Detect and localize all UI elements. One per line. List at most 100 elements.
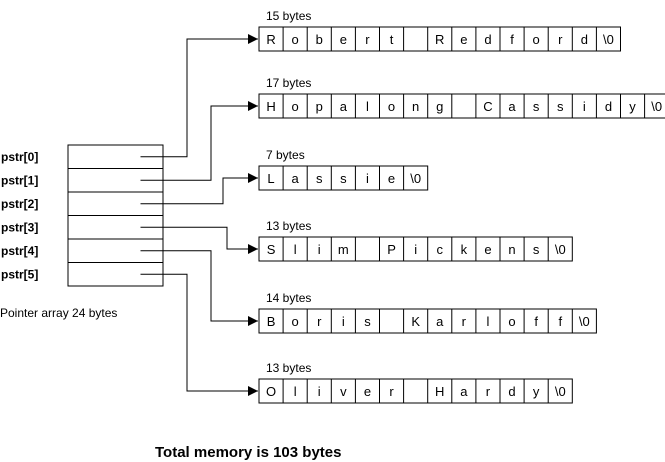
string-char-cell: R — [266, 32, 275, 47]
string-char-cell: d — [484, 32, 491, 47]
string-char-cell: s — [364, 314, 371, 329]
string-char-cell: i — [318, 242, 321, 257]
string-char-cell: e — [340, 32, 347, 47]
string-char-cell: a — [340, 99, 348, 114]
string-char-cell: f — [534, 314, 538, 329]
string-char-cell: a — [436, 314, 444, 329]
string-char-cell: H — [435, 384, 444, 399]
string-char-cell: o — [388, 99, 395, 114]
string-char-cell: e — [484, 242, 491, 257]
string-char-cell: p — [316, 99, 323, 114]
string-char-cell: c — [437, 242, 444, 257]
pointer-label: pstr[3] — [1, 221, 38, 235]
string-char-cell: s — [533, 242, 540, 257]
string-char-cell: H — [266, 99, 275, 114]
string-char-cell: g — [436, 99, 443, 114]
string-char-cell: R — [435, 32, 444, 47]
string-char-cell: O — [266, 384, 276, 399]
string-char-cell: K — [411, 314, 420, 329]
string-char-cell: m — [338, 242, 349, 257]
string-char-cell: \0 — [555, 242, 566, 257]
string-char-cell: i — [366, 171, 369, 186]
string-char-cell: k — [461, 242, 468, 257]
string-size-label: 17 bytes — [266, 76, 311, 90]
string-box — [258, 93, 665, 119]
pointer-arrow — [140, 34, 258, 158]
string-char-cell: a — [292, 171, 300, 186]
string-char-cell: r — [462, 314, 467, 329]
pointer-arrow — [140, 173, 258, 205]
pointer-arrow — [140, 226, 258, 254]
string-char-cell: r — [389, 384, 394, 399]
pointer-label: pstr[0] — [1, 150, 38, 164]
string-char-cell: e — [460, 32, 467, 47]
string-box — [258, 26, 621, 52]
pointer-label: pstr[1] — [1, 174, 38, 188]
string-char-cell: B — [267, 314, 276, 329]
string-char-cell: S — [267, 242, 276, 257]
string-char-cell: e — [388, 171, 395, 186]
string-size-label: 7 bytes — [266, 148, 305, 162]
string-char-cell: n — [508, 242, 515, 257]
string-char-cell: y — [533, 384, 540, 399]
string-char-cell: o — [533, 32, 540, 47]
string-char-cell: s — [340, 171, 347, 186]
string-char-cell: i — [583, 99, 586, 114]
string-char-cell: b — [316, 32, 323, 47]
string-char-cell: d — [508, 384, 515, 399]
string-char-cell: \0 — [651, 99, 662, 114]
string-char-cell: o — [292, 32, 299, 47]
pointer-arrow — [140, 101, 258, 181]
string-char-cell: f — [558, 314, 562, 329]
string-char-cell: o — [292, 314, 299, 329]
string-char-cell: r — [365, 32, 370, 47]
pointer-label: pstr[4] — [1, 244, 38, 258]
string-char-cell: s — [316, 171, 323, 186]
string-char-cell: y — [629, 99, 636, 114]
string-char-cell: i — [342, 314, 345, 329]
string-box — [258, 165, 429, 191]
string-char-cell: s — [533, 99, 540, 114]
string-char-cell: r — [558, 32, 563, 47]
string-char-cell: a — [460, 384, 468, 399]
string-char-cell: t — [390, 32, 394, 47]
string-char-cell: l — [487, 314, 490, 329]
string-char-cell: C — [483, 99, 492, 114]
string-char-cell: f — [510, 32, 514, 47]
string-char-cell: \0 — [410, 171, 421, 186]
pointer-label: pstr[5] — [1, 268, 38, 282]
pointer-array-caption: Pointer array 24 bytes — [0, 306, 117, 320]
string-char-cell: \0 — [555, 384, 566, 399]
string-char-cell: l — [294, 242, 297, 257]
string-char-cell: \0 — [579, 314, 590, 329]
string-size-label: 13 bytes — [266, 361, 311, 375]
string-size-label: 13 bytes — [266, 219, 311, 233]
string-char-cell: \0 — [603, 32, 614, 47]
string-char-cell: i — [318, 384, 321, 399]
string-char-cell: v — [340, 384, 347, 399]
pointer-arrow — [140, 273, 258, 396]
string-char-cell: s — [557, 99, 564, 114]
string-char-cell: P — [387, 242, 396, 257]
string-char-cell: r — [486, 384, 491, 399]
string-char-cell: n — [412, 99, 419, 114]
string-char-cell: l — [294, 384, 297, 399]
string-char-cell: l — [366, 99, 369, 114]
string-box — [258, 378, 573, 404]
string-char-cell: i — [414, 242, 417, 257]
string-char-cell: a — [508, 99, 516, 114]
string-size-label: 14 bytes — [266, 291, 311, 305]
string-char-cell: o — [508, 314, 515, 329]
string-char-cell: d — [605, 99, 612, 114]
string-char-cell: d — [581, 32, 588, 47]
pointer-arrow — [140, 250, 258, 326]
string-box — [258, 236, 573, 262]
string-char-cell: r — [317, 314, 322, 329]
total-memory-label: Total memory is 103 bytes — [155, 444, 341, 461]
string-size-label: 15 bytes — [266, 9, 311, 23]
string-char-cell: e — [364, 384, 371, 399]
string-char-cell: o — [292, 99, 299, 114]
pointer-label: pstr[2] — [1, 197, 38, 211]
